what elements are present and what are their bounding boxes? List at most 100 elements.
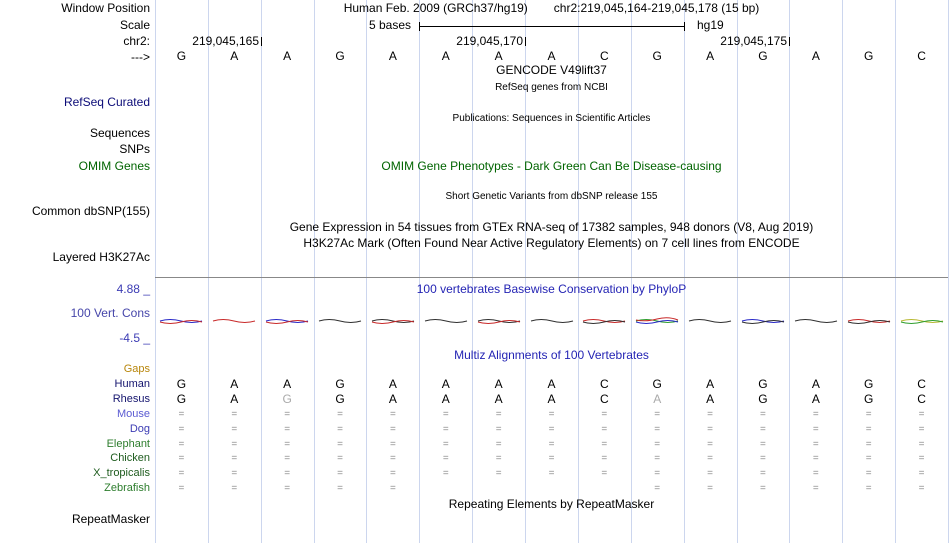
assembly-text: Human Feb. 2009 (GRCh37/hg19) [343, 1, 528, 15]
alignment-cell: = [337, 438, 343, 450]
alignment-cell: = [812, 453, 819, 465]
alignment-cell: = [707, 483, 713, 495]
publications-track-title[interactable]: Publications: Sequences in Scientific Ar… [452, 113, 651, 124]
coordinate-label-3: 219,045,175 [720, 34, 787, 48]
refseq-curated-label[interactable]: RefSeq Curated [63, 95, 150, 109]
alignment-cell: = [389, 483, 396, 495]
alignment-cell: = [812, 408, 819, 420]
sequence-base: A [441, 49, 450, 63]
alignment-cell: = [337, 468, 343, 480]
species-label-rhesus[interactable]: Rhesus [112, 392, 150, 405]
alignment-cell: A [230, 391, 239, 406]
alignment-cell: = [707, 453, 713, 465]
sequence-base: A [494, 49, 503, 63]
alignment-cell: G [652, 376, 662, 391]
conservation-wiggle [847, 319, 890, 324]
sequence-base: A [388, 49, 397, 63]
alignment-cell: = [654, 453, 661, 465]
alignment-cell: = [231, 438, 238, 450]
conservation-wiggle [794, 319, 837, 323]
coordinate-label-2: 219,045,170 [456, 34, 523, 48]
conservation-wiggle [318, 319, 362, 323]
gencode-track-subtitle: RefSeq genes from NCBI [495, 82, 608, 93]
multiz-track-title[interactable]: Multiz Alignments of 100 Vertebrates [454, 348, 649, 362]
alignment-cell: = [707, 438, 713, 450]
species-label-elephant[interactable]: Elephant [106, 437, 150, 450]
species-label-gaps[interactable]: Gaps [123, 363, 150, 375]
omim-track-title[interactable]: OMIM Gene Phenotypes - Dark Green Can Be… [381, 159, 722, 173]
coordinate-tick-1 [261, 37, 262, 46]
alignment-cell: A [494, 376, 503, 391]
alignment-cell: C [917, 391, 926, 406]
base-grid-line [789, 0, 791, 543]
dbsnp-track-title[interactable]: Short Genetic Variants from dbSNP releas… [445, 191, 658, 202]
alignment-cell: = [918, 453, 925, 465]
alignment-cell: = [812, 423, 819, 435]
species-label-dog[interactable]: Dog [129, 422, 150, 435]
omim-genes-label[interactable]: OMIM Genes [78, 159, 150, 173]
alignment-cell: G [335, 376, 345, 391]
species-label-zebrafish[interactable]: Zebrafish [104, 482, 150, 495]
alignment-cell: = [389, 408, 396, 420]
repeatmasker-track-title[interactable]: Repeating Elements by RepeatMasker [448, 497, 655, 511]
phylop-track-title[interactable]: 100 vertebrates Basewise Conservation by… [416, 282, 687, 296]
sequence-base: A [811, 49, 820, 63]
base-grid-line [525, 0, 527, 543]
species-label-chicken[interactable]: Chicken [110, 452, 150, 465]
species-label-x_tropicalis[interactable]: X_tropicalis [93, 467, 150, 480]
alignment-cell: = [601, 453, 608, 465]
window-position-label: Window Position [61, 1, 150, 15]
alignment-cell: = [760, 453, 766, 465]
alignment-cell: = [389, 423, 396, 435]
conservation-wiggle [424, 319, 467, 323]
cons-track-label[interactable]: 100 Vert. Cons [70, 306, 150, 320]
alignment-cell: = [918, 483, 925, 495]
alignment-cell: = [231, 468, 238, 480]
conservation-wiggle [741, 319, 785, 324]
alignment-cell: = [178, 483, 185, 495]
alignment-cell: A [441, 391, 450, 406]
section-divider [155, 277, 948, 278]
alignment-cell: = [548, 423, 555, 435]
alignment-cell: G [758, 376, 768, 391]
alignment-cell: = [760, 423, 766, 435]
species-label-mouse[interactable]: Mouse [116, 407, 150, 420]
gencode-track-title[interactable]: GENCODE V49lift37 [496, 63, 607, 77]
sequence-base: A [706, 49, 715, 63]
alignment-cell: = [231, 408, 238, 420]
base-grid-line [313, 0, 315, 543]
alignment-cell: = [284, 483, 291, 495]
common-dbsnp-label[interactable]: Common dbSNP(155) [31, 204, 150, 218]
alignment-cell: = [178, 423, 185, 435]
alignment-cell: = [918, 438, 925, 450]
alignment-cell: = [865, 483, 872, 495]
sequences-track-label[interactable]: Sequences [89, 126, 150, 140]
alignment-cell: = [284, 423, 291, 435]
alignment-cell: = [284, 438, 291, 450]
species-label-human[interactable]: Human [114, 377, 150, 390]
alignment-cell: = [495, 408, 502, 420]
alignment-cell: A [388, 391, 397, 406]
alignment-cell: = [389, 453, 396, 465]
snps-track-label[interactable]: SNPs [119, 142, 150, 156]
alignment-cell: G [864, 376, 874, 391]
alignment-cell: = [760, 483, 766, 495]
alignment-cell: = [812, 438, 819, 450]
conservation-wiggle [688, 319, 732, 323]
h3k27ac-track-title[interactable]: H3K27Ac Mark (Often Found Near Active Re… [303, 236, 800, 250]
base-grid-line [207, 0, 209, 543]
sequence-base: G [652, 49, 662, 63]
layered-h3k27ac-label[interactable]: Layered H3K27Ac [52, 250, 150, 264]
alignment-cell: = [231, 483, 238, 495]
coordinate-tick-3 [789, 37, 790, 46]
alignment-cell: = [337, 453, 343, 465]
alignment-cell: = [812, 468, 819, 480]
alignment-cell: = [707, 408, 713, 420]
alignment-cell: = [389, 438, 396, 450]
repeatmasker-label[interactable]: RepeatMasker [71, 512, 150, 526]
gtex-track-title[interactable]: Gene Expression in 54 tissues from GTEx … [289, 220, 814, 234]
alignment-cell: G [758, 391, 768, 406]
alignment-cell: = [495, 438, 502, 450]
alignment-cell: G [864, 391, 874, 406]
